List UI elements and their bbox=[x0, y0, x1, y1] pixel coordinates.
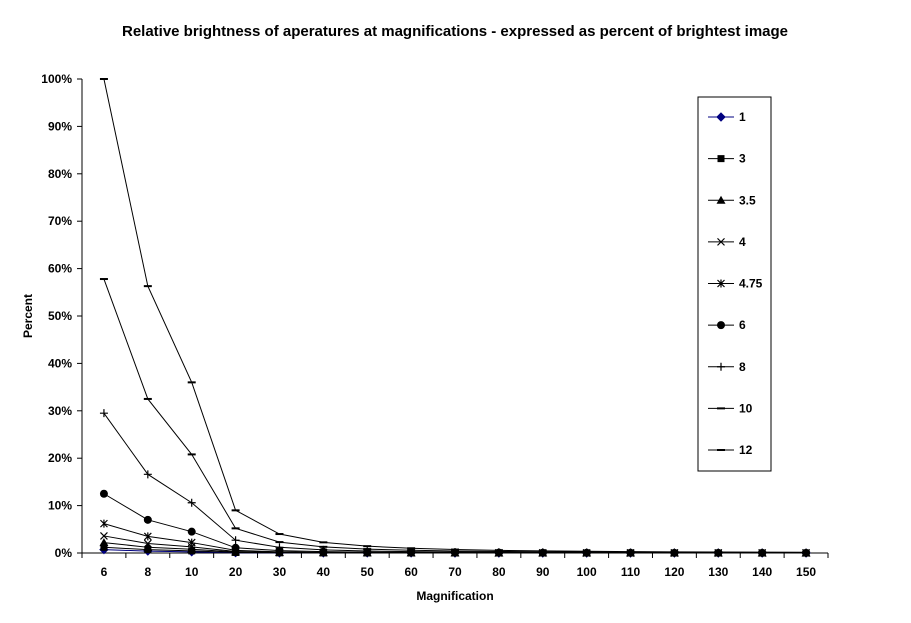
x-tick-label: 70 bbox=[448, 565, 462, 579]
legend-entry-3: 3 bbox=[708, 152, 746, 166]
x-tick-label: 90 bbox=[536, 565, 550, 579]
axes: 0% 10% 20% 30% 40% 50% 60% 70% 80% 90% 100% 6 8 10 20 3… bbox=[41, 72, 829, 579]
x-tick-label: 8 bbox=[144, 565, 151, 579]
legend-entry-3.5: 3.5 bbox=[708, 193, 756, 207]
data-point bbox=[143, 539, 152, 548]
legend-label: 6 bbox=[739, 318, 746, 332]
x-tick-label: 100 bbox=[577, 565, 597, 579]
y-axis-title: Percent bbox=[21, 294, 35, 338]
legend-entry-1: 1 bbox=[708, 110, 746, 124]
data-point bbox=[231, 543, 240, 552]
data-point bbox=[275, 543, 284, 552]
data-point bbox=[187, 544, 197, 553]
legend-marker bbox=[717, 362, 725, 371]
legend-label: 10 bbox=[739, 401, 753, 415]
legend-label: 3 bbox=[739, 152, 746, 166]
y-tick-label: 70% bbox=[48, 214, 72, 228]
y-tick-label: 10% bbox=[48, 499, 72, 513]
series-6 bbox=[99, 489, 811, 557]
y-tick-label: 100% bbox=[41, 72, 72, 86]
x-tick-label: 140 bbox=[752, 565, 772, 579]
data-point bbox=[187, 498, 196, 507]
chart-title: Relative brightness of aperatures at mag… bbox=[122, 23, 788, 40]
data-point bbox=[231, 536, 240, 545]
legend-marker bbox=[717, 279, 725, 288]
data-point bbox=[99, 409, 108, 418]
legend-label: 1 bbox=[739, 110, 746, 124]
x-tick-label: 10 bbox=[185, 565, 199, 579]
legend-entry-4.75: 4.75 bbox=[708, 277, 763, 291]
y-tick-label: 80% bbox=[48, 167, 72, 181]
legend-entry-6: 6 bbox=[708, 318, 746, 332]
x-tick-label: 40 bbox=[317, 565, 331, 579]
x-tick-label: 60 bbox=[404, 565, 418, 579]
data-point bbox=[143, 542, 153, 551]
legend-label: 8 bbox=[739, 360, 746, 374]
data-point bbox=[99, 489, 108, 498]
y-tick-label: 60% bbox=[48, 262, 72, 276]
data-point bbox=[100, 519, 108, 528]
series-12 bbox=[99, 78, 811, 554]
x-tick-label: 30 bbox=[273, 565, 287, 579]
x-tick-label: 110 bbox=[621, 565, 641, 579]
x-tick-label: 50 bbox=[361, 565, 375, 579]
legend-label: 12 bbox=[739, 443, 753, 457]
y-tick-label: 0% bbox=[55, 546, 73, 560]
y-tick-label: 30% bbox=[48, 404, 72, 418]
data-point bbox=[187, 527, 196, 536]
x-axis-title: Magnification bbox=[416, 589, 493, 603]
data-point bbox=[100, 543, 108, 551]
x-tick-label: 120 bbox=[664, 565, 684, 579]
legend-marker bbox=[717, 321, 725, 330]
legend-marker bbox=[716, 112, 726, 122]
data-point bbox=[99, 538, 109, 547]
legend-entry-8: 8 bbox=[708, 360, 746, 374]
y-tick-label: 90% bbox=[48, 119, 72, 133]
data-point bbox=[187, 538, 196, 547]
legend-entry-10: 10 bbox=[708, 401, 753, 415]
x-tick-label: 20 bbox=[229, 565, 243, 579]
data-point bbox=[143, 470, 152, 479]
x-tick-label: 6 bbox=[101, 565, 108, 579]
legend-label: 3.5 bbox=[739, 193, 756, 207]
legend-label: 4 bbox=[739, 235, 746, 249]
legend-marker bbox=[717, 155, 725, 163]
series-line-6 bbox=[103, 493, 807, 554]
legend: 1 3 3.5 4 4.75 6 8 10 12 bbox=[697, 96, 772, 472]
legend-entry-4: 4 bbox=[708, 235, 746, 249]
legend-marker bbox=[716, 195, 726, 204]
x-tick-label: 130 bbox=[708, 565, 728, 579]
legend-label: 4.75 bbox=[739, 277, 763, 291]
data-point bbox=[143, 532, 152, 541]
data-point bbox=[100, 532, 108, 540]
x-tick-label: 150 bbox=[796, 565, 816, 579]
x-tick-label: 80 bbox=[492, 565, 506, 579]
legend-marker bbox=[717, 237, 725, 246]
legend-entry-12: 12 bbox=[708, 443, 753, 457]
y-tick-label: 20% bbox=[48, 451, 72, 465]
series-layer bbox=[99, 78, 811, 558]
data-point bbox=[143, 515, 152, 524]
y-tick-label: 40% bbox=[48, 356, 72, 370]
y-tick-label: 50% bbox=[48, 309, 72, 323]
